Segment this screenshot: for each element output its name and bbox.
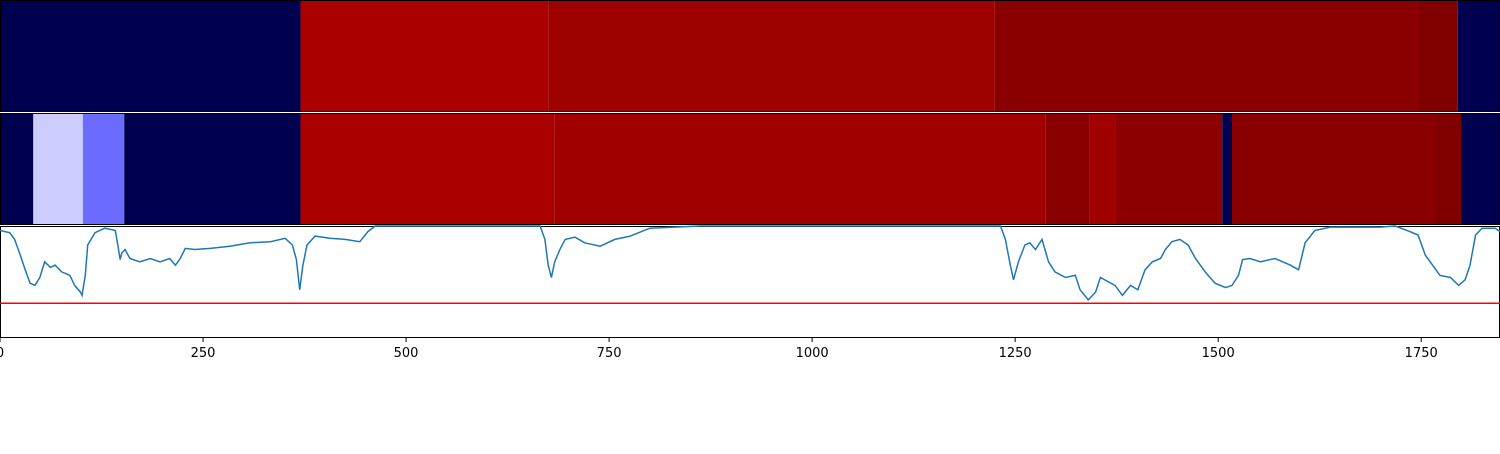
segment bbox=[1457, 0, 1500, 112]
x-tick-label: 0 bbox=[0, 346, 4, 361]
segment bbox=[548, 0, 995, 112]
segment bbox=[1461, 113, 1500, 225]
segment bbox=[1435, 113, 1462, 225]
segment bbox=[1417, 0, 1458, 112]
segment bbox=[300, 0, 549, 112]
x-tick-label: 1250 bbox=[999, 346, 1032, 361]
segment bbox=[33, 113, 83, 225]
x-tick-label: 500 bbox=[394, 346, 419, 361]
x-tick-label: 1000 bbox=[796, 346, 829, 361]
segment bbox=[1222, 113, 1232, 225]
x-tick-label: 750 bbox=[597, 346, 622, 361]
segment bbox=[1045, 113, 1090, 225]
panel-frame bbox=[0, 226, 1500, 338]
segment bbox=[1115, 113, 1223, 225]
segment bbox=[82, 113, 125, 225]
segment bbox=[0, 0, 301, 112]
segment bbox=[0, 113, 34, 225]
segment bbox=[124, 113, 301, 225]
segment bbox=[1089, 113, 1116, 225]
segment bbox=[300, 113, 555, 225]
segment bbox=[1231, 113, 1436, 225]
x-tick-label: 250 bbox=[191, 346, 216, 361]
x-tick-label: 1750 bbox=[1405, 346, 1438, 361]
segment bbox=[994, 0, 1418, 112]
segment bbox=[554, 113, 1046, 225]
x-tick-label: 1500 bbox=[1202, 346, 1235, 361]
line-series bbox=[0, 225, 1500, 302]
